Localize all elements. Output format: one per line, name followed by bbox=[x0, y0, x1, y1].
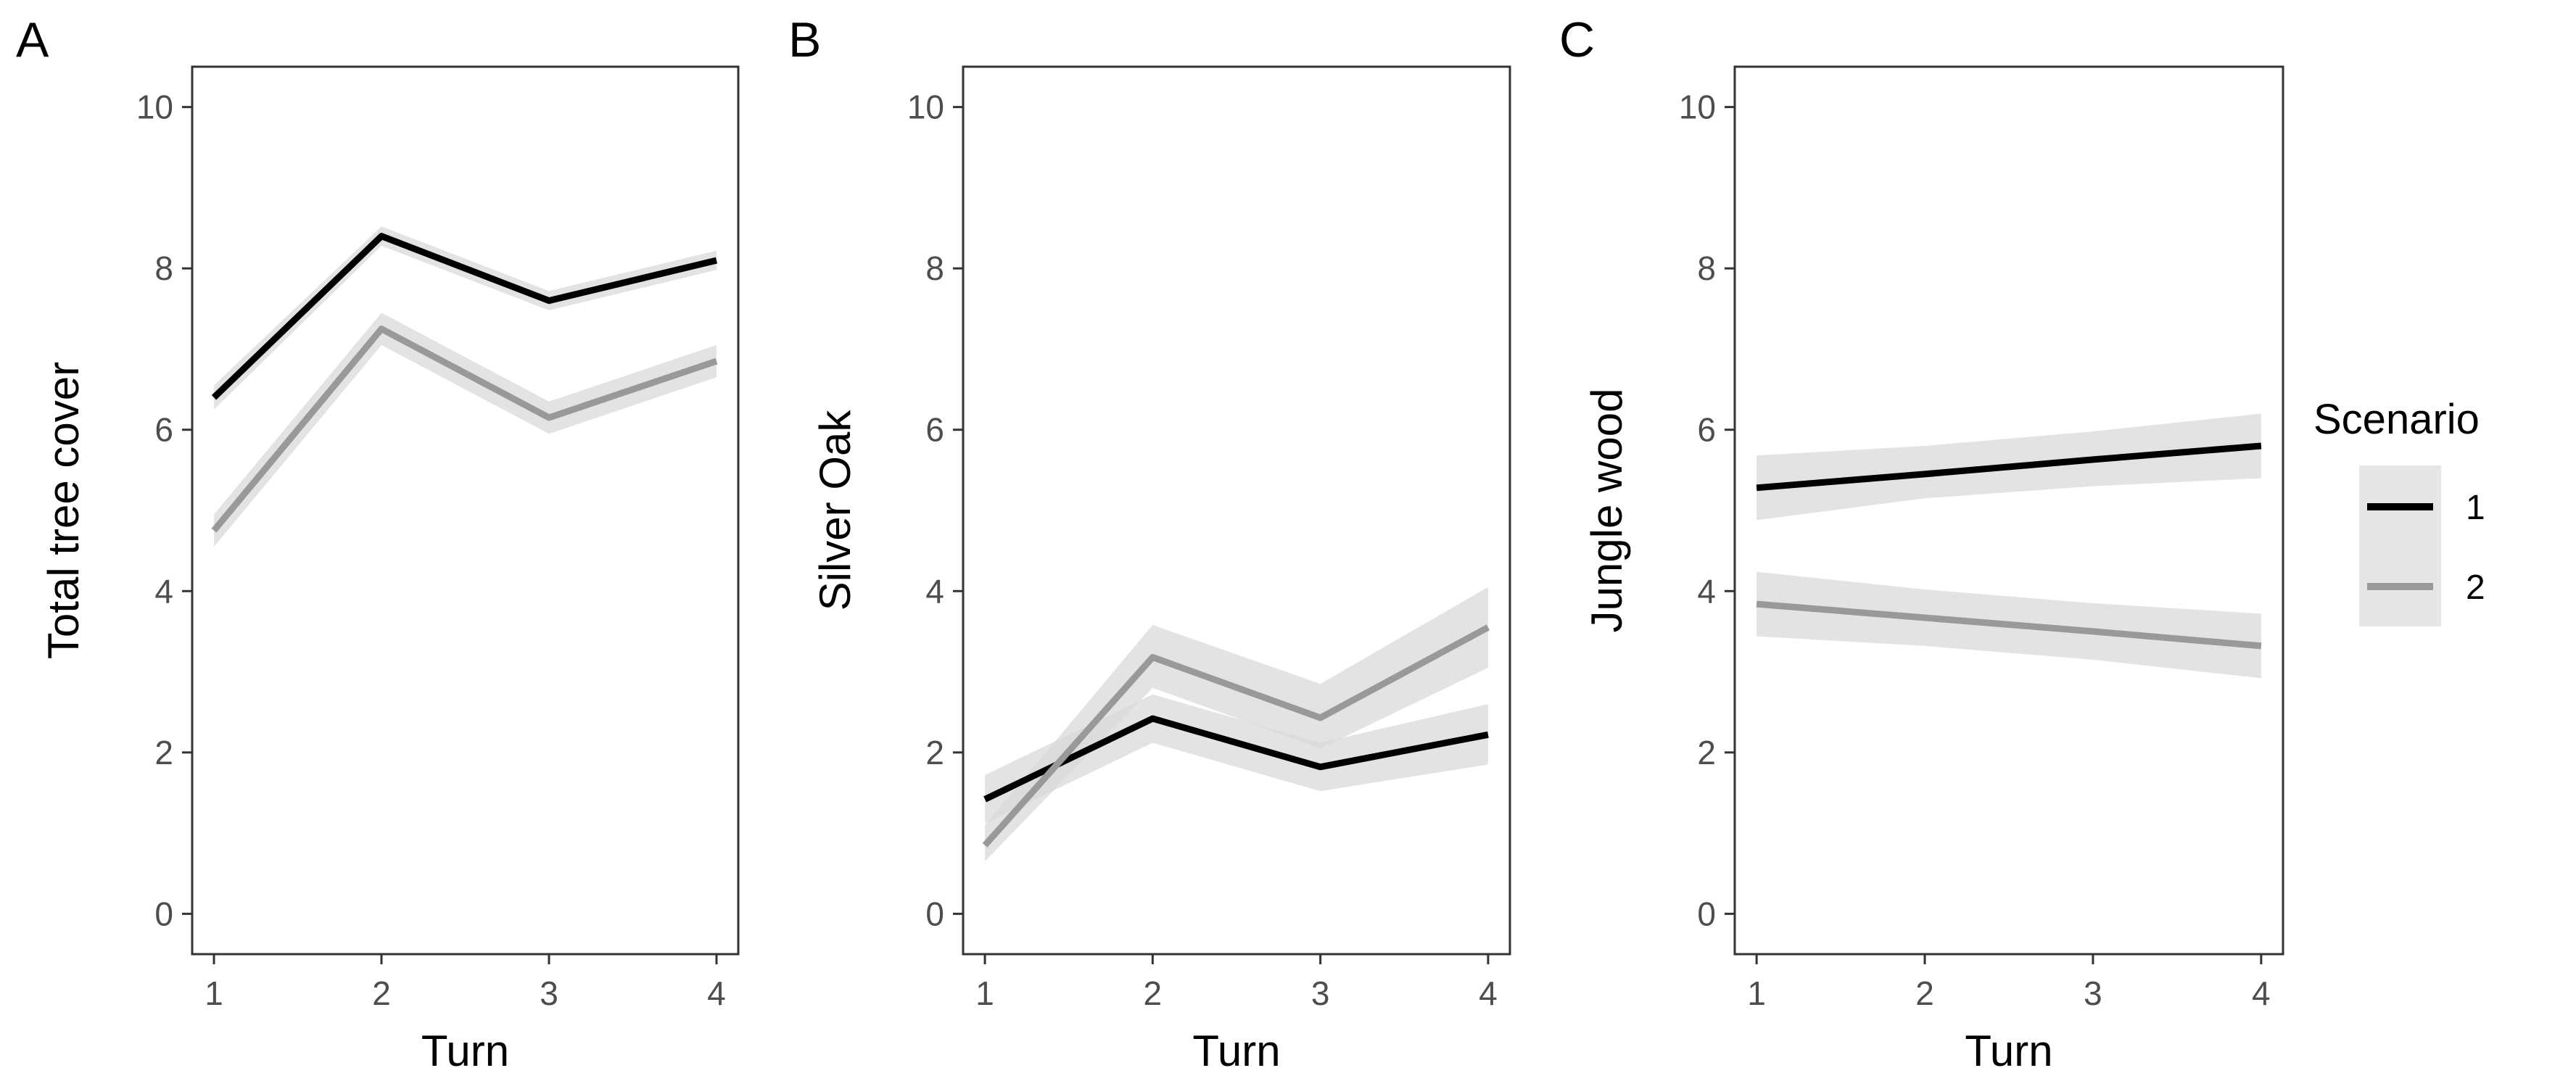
series-line-scenario-1 bbox=[211, 233, 718, 400]
y-tick-label: 2 bbox=[925, 734, 944, 771]
x-tick-label: 3 bbox=[540, 974, 558, 1012]
x-axis-title: Turn bbox=[1192, 1027, 1280, 1075]
series-line-scenario-2 bbox=[1756, 600, 2262, 650]
confidence-ribbon-scenario-2 bbox=[214, 312, 717, 547]
y-axis-title: Silver Oak bbox=[811, 410, 859, 611]
y-tick-label: 6 bbox=[154, 411, 173, 449]
y-tick-label: 0 bbox=[154, 895, 173, 932]
series-line-scenario-1 bbox=[983, 715, 1489, 803]
legend-label-2: 2 bbox=[2466, 568, 2485, 607]
panel-label: C bbox=[1559, 12, 1595, 67]
panel-label: B bbox=[788, 12, 821, 67]
x-tick-label: 4 bbox=[2252, 974, 2271, 1012]
panel-border bbox=[962, 65, 1511, 956]
y-axis-title: Jungle wood bbox=[1582, 389, 1631, 633]
confidence-ribbon-scenario-2 bbox=[985, 587, 1488, 861]
y-tick-label: 8 bbox=[925, 249, 944, 287]
series-line-scenario-1 bbox=[1756, 442, 2262, 492]
x-tick-label: 3 bbox=[2084, 974, 2102, 1012]
legend: Scenario 1 2 bbox=[2313, 396, 2485, 626]
y-tick-label: 10 bbox=[907, 88, 944, 126]
x-tick-label: 1 bbox=[205, 974, 223, 1012]
x-tick-label: 4 bbox=[1479, 974, 1498, 1012]
panel-border bbox=[191, 65, 740, 956]
y-tick-label: 2 bbox=[154, 734, 173, 771]
x-tick-label: 2 bbox=[1915, 974, 1934, 1012]
y-tick-label: 10 bbox=[1679, 88, 1716, 126]
x-axis-title: Turn bbox=[421, 1027, 509, 1075]
x-tick-label: 4 bbox=[707, 974, 726, 1012]
y-tick-label: 4 bbox=[1697, 572, 1716, 610]
y-tick-label: 8 bbox=[1697, 249, 1716, 287]
x-tick-label: 2 bbox=[372, 974, 391, 1012]
x-tick-label: 2 bbox=[1144, 974, 1163, 1012]
legend-title: Scenario bbox=[2313, 396, 2480, 443]
y-tick-label: 4 bbox=[925, 572, 944, 610]
x-tick-label: 3 bbox=[1311, 974, 1330, 1012]
panel-label: A bbox=[16, 12, 49, 67]
y-tick-label: 0 bbox=[1697, 895, 1716, 932]
legend-key-background bbox=[2359, 465, 2441, 626]
y-tick-label: 8 bbox=[154, 249, 173, 287]
panel-border bbox=[1733, 65, 2284, 956]
legend-label-1: 1 bbox=[2466, 489, 2485, 527]
y-tick-label: 2 bbox=[1697, 734, 1716, 771]
y-tick-label: 6 bbox=[1697, 411, 1716, 449]
y-tick-label: 4 bbox=[154, 572, 173, 610]
series-line-scenario-2 bbox=[982, 624, 1490, 848]
y-tick-label: 0 bbox=[925, 895, 944, 932]
y-tick-label: 6 bbox=[925, 411, 944, 449]
series-line-scenario-2 bbox=[211, 326, 718, 533]
y-tick-label: 10 bbox=[136, 88, 173, 126]
x-tick-label: 1 bbox=[1747, 974, 1766, 1012]
y-axis-title: Total tree cover bbox=[39, 362, 88, 659]
x-axis-title: Turn bbox=[1965, 1027, 2052, 1075]
x-tick-label: 1 bbox=[975, 974, 994, 1012]
